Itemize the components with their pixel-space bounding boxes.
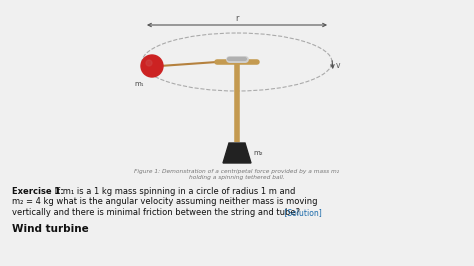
- Text: v: v: [336, 60, 340, 69]
- Text: r: r: [235, 14, 239, 23]
- Text: Exercise 1:: Exercise 1:: [12, 187, 64, 196]
- Text: m₂: m₂: [253, 150, 263, 156]
- Text: m₁: m₁: [134, 81, 144, 87]
- Text: vertically and there is minimal friction between the string and tube?: vertically and there is minimal friction…: [12, 208, 300, 217]
- Circle shape: [141, 55, 163, 77]
- Text: [Solution]: [Solution]: [282, 208, 322, 217]
- Text: holding a spinning tethered ball.: holding a spinning tethered ball.: [189, 175, 285, 180]
- Text: Wind turbine: Wind turbine: [12, 223, 89, 234]
- Text: If m₁ is a 1 kg mass spinning in a circle of radius 1 m and: If m₁ is a 1 kg mass spinning in a circl…: [52, 187, 295, 196]
- Text: m₂ = 4 kg what is the angular velocity assuming neither mass is moving: m₂ = 4 kg what is the angular velocity a…: [12, 197, 318, 206]
- Circle shape: [146, 60, 152, 66]
- Polygon shape: [223, 143, 251, 163]
- Text: Figure 1: Demonstration of a centripetal force provided by a mass m₂: Figure 1: Demonstration of a centripetal…: [135, 169, 339, 174]
